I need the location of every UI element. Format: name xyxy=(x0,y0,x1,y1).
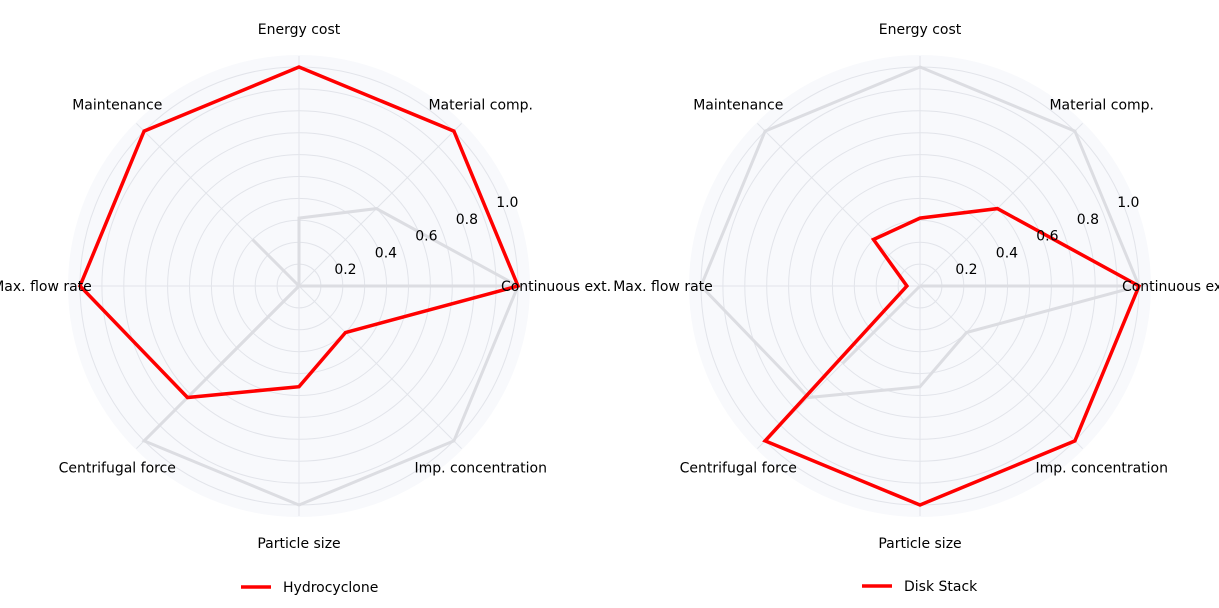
background-series-line xyxy=(141,284,521,507)
highlight-series-line xyxy=(762,206,1142,507)
axis-label: Material comp. xyxy=(428,97,533,113)
radial-tick-label: 0.6 xyxy=(1036,229,1058,245)
axis-label: Particle size xyxy=(878,536,961,552)
axis-label: Continuous ext. xyxy=(501,279,611,295)
legend: Hydrocyclone xyxy=(241,580,378,596)
axis-label: Energy cost xyxy=(258,22,341,38)
radial-tick-label: 0.8 xyxy=(1077,212,1099,228)
background-series-line xyxy=(251,238,301,288)
axis-label: Imp. concentration xyxy=(1035,461,1168,477)
radar-chart-2: 0.2 0.4 0.6 0.8 1.0 Continuous ext. Material c… xyxy=(613,22,1219,595)
radial-tick-label: 0.4 xyxy=(996,245,1018,261)
axis-label: Continuous ext. xyxy=(1122,279,1219,295)
axis-label: Max. flow rate xyxy=(0,279,92,295)
axis-label: Material comp. xyxy=(1049,97,1154,113)
legend: Disk Stack xyxy=(862,579,978,595)
radial-tick-label: 1.0 xyxy=(496,195,518,211)
legend-label: Disk Stack xyxy=(904,579,978,595)
axis-label: Energy cost xyxy=(879,22,962,38)
radial-tick-label: 0.6 xyxy=(415,229,437,245)
radial-tick-label: 0.2 xyxy=(334,262,356,278)
axis-label: Maintenance xyxy=(693,97,783,113)
radial-tick-label: 0.8 xyxy=(456,212,478,228)
axis-spoke xyxy=(919,123,1083,287)
radial-tick-label: 0.4 xyxy=(375,245,397,261)
legend-label: Hydrocyclone xyxy=(283,580,378,596)
highlight-series-line xyxy=(77,65,521,400)
axis-spoke xyxy=(298,285,462,449)
axis-spoke xyxy=(298,123,462,287)
axis-label: Maintenance xyxy=(72,97,162,113)
axis-label: Centrifugal force xyxy=(680,461,797,477)
axis-label: Centrifugal force xyxy=(59,461,176,477)
axis-label: Particle size xyxy=(257,536,340,552)
radar-chart-1: 0.2 0.4 0.6 0.8 1.0 Continuous ext. Material c… xyxy=(0,22,611,596)
background-series-line xyxy=(841,284,922,365)
axis-label: Imp. concentration xyxy=(414,461,547,477)
axis-spoke xyxy=(757,123,921,287)
background-series-line xyxy=(699,65,1142,400)
radial-tick-label: 1.0 xyxy=(1117,195,1139,211)
axis-spoke xyxy=(919,285,1083,449)
radial-tick-label: 0.2 xyxy=(955,262,977,278)
axis-label: Max. flow rate xyxy=(613,279,713,295)
